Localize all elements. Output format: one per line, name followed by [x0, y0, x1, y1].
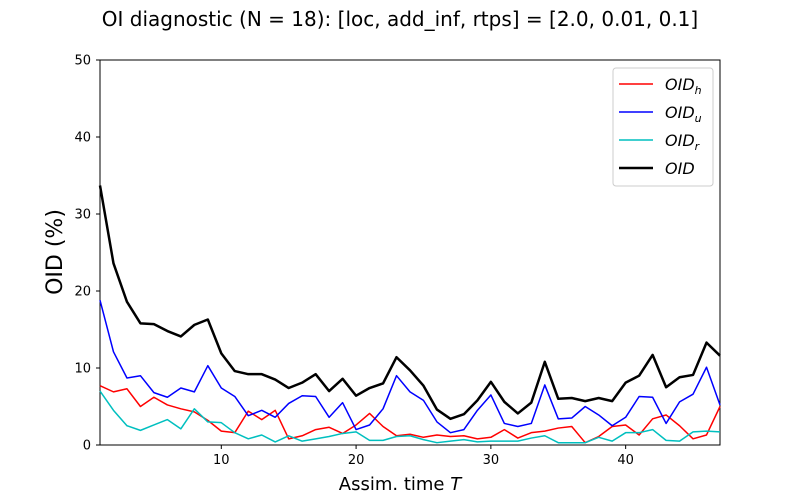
- series-line-r: [99, 390, 721, 444]
- series-line-u: [99, 300, 721, 434]
- x-tick-label: 20: [348, 453, 365, 468]
- legend-box: [612, 67, 714, 187]
- legend-label-h: OIDh: [665, 75, 702, 97]
- x-axis-label: Assim. time T: [339, 474, 463, 495]
- series-line-total: [98, 185, 721, 421]
- x-tick-label: 10: [213, 453, 230, 468]
- y-tick-label: 20: [74, 285, 91, 300]
- legend-label-r: OIDr: [665, 131, 701, 153]
- x-tick-label: 40: [617, 453, 634, 468]
- y-tick-label: 50: [74, 54, 91, 69]
- y-tick-label: 40: [74, 131, 91, 146]
- y-tick-label: 30: [74, 208, 91, 223]
- chart-title: OI diagnostic (N = 18): [loc, add_inf, r…: [102, 7, 698, 31]
- x-axis-label-text: Assim. time: [339, 474, 445, 495]
- y-tick-label: 10: [74, 362, 91, 377]
- legend: OIDh OIDu OIDr OID: [612, 67, 714, 187]
- y-axis-label: OID (%): [43, 209, 68, 295]
- plot-area: 10 20 30 40 0 10 20 30 40 50: [74, 54, 721, 468]
- x-tick-label: 30: [483, 453, 500, 468]
- x-axis-label-variable: T: [450, 474, 463, 495]
- y-axis-ticks: 0 10 20 30 40 50: [74, 54, 100, 454]
- series-layer: [98, 185, 721, 444]
- plot-frame: [99, 59, 721, 446]
- legend-label-total: OID: [665, 159, 695, 178]
- x-axis-ticks: 10 20 30 40: [213, 445, 634, 468]
- legend-label-u: OIDu: [665, 103, 702, 125]
- y-tick-label: 0: [83, 439, 91, 454]
